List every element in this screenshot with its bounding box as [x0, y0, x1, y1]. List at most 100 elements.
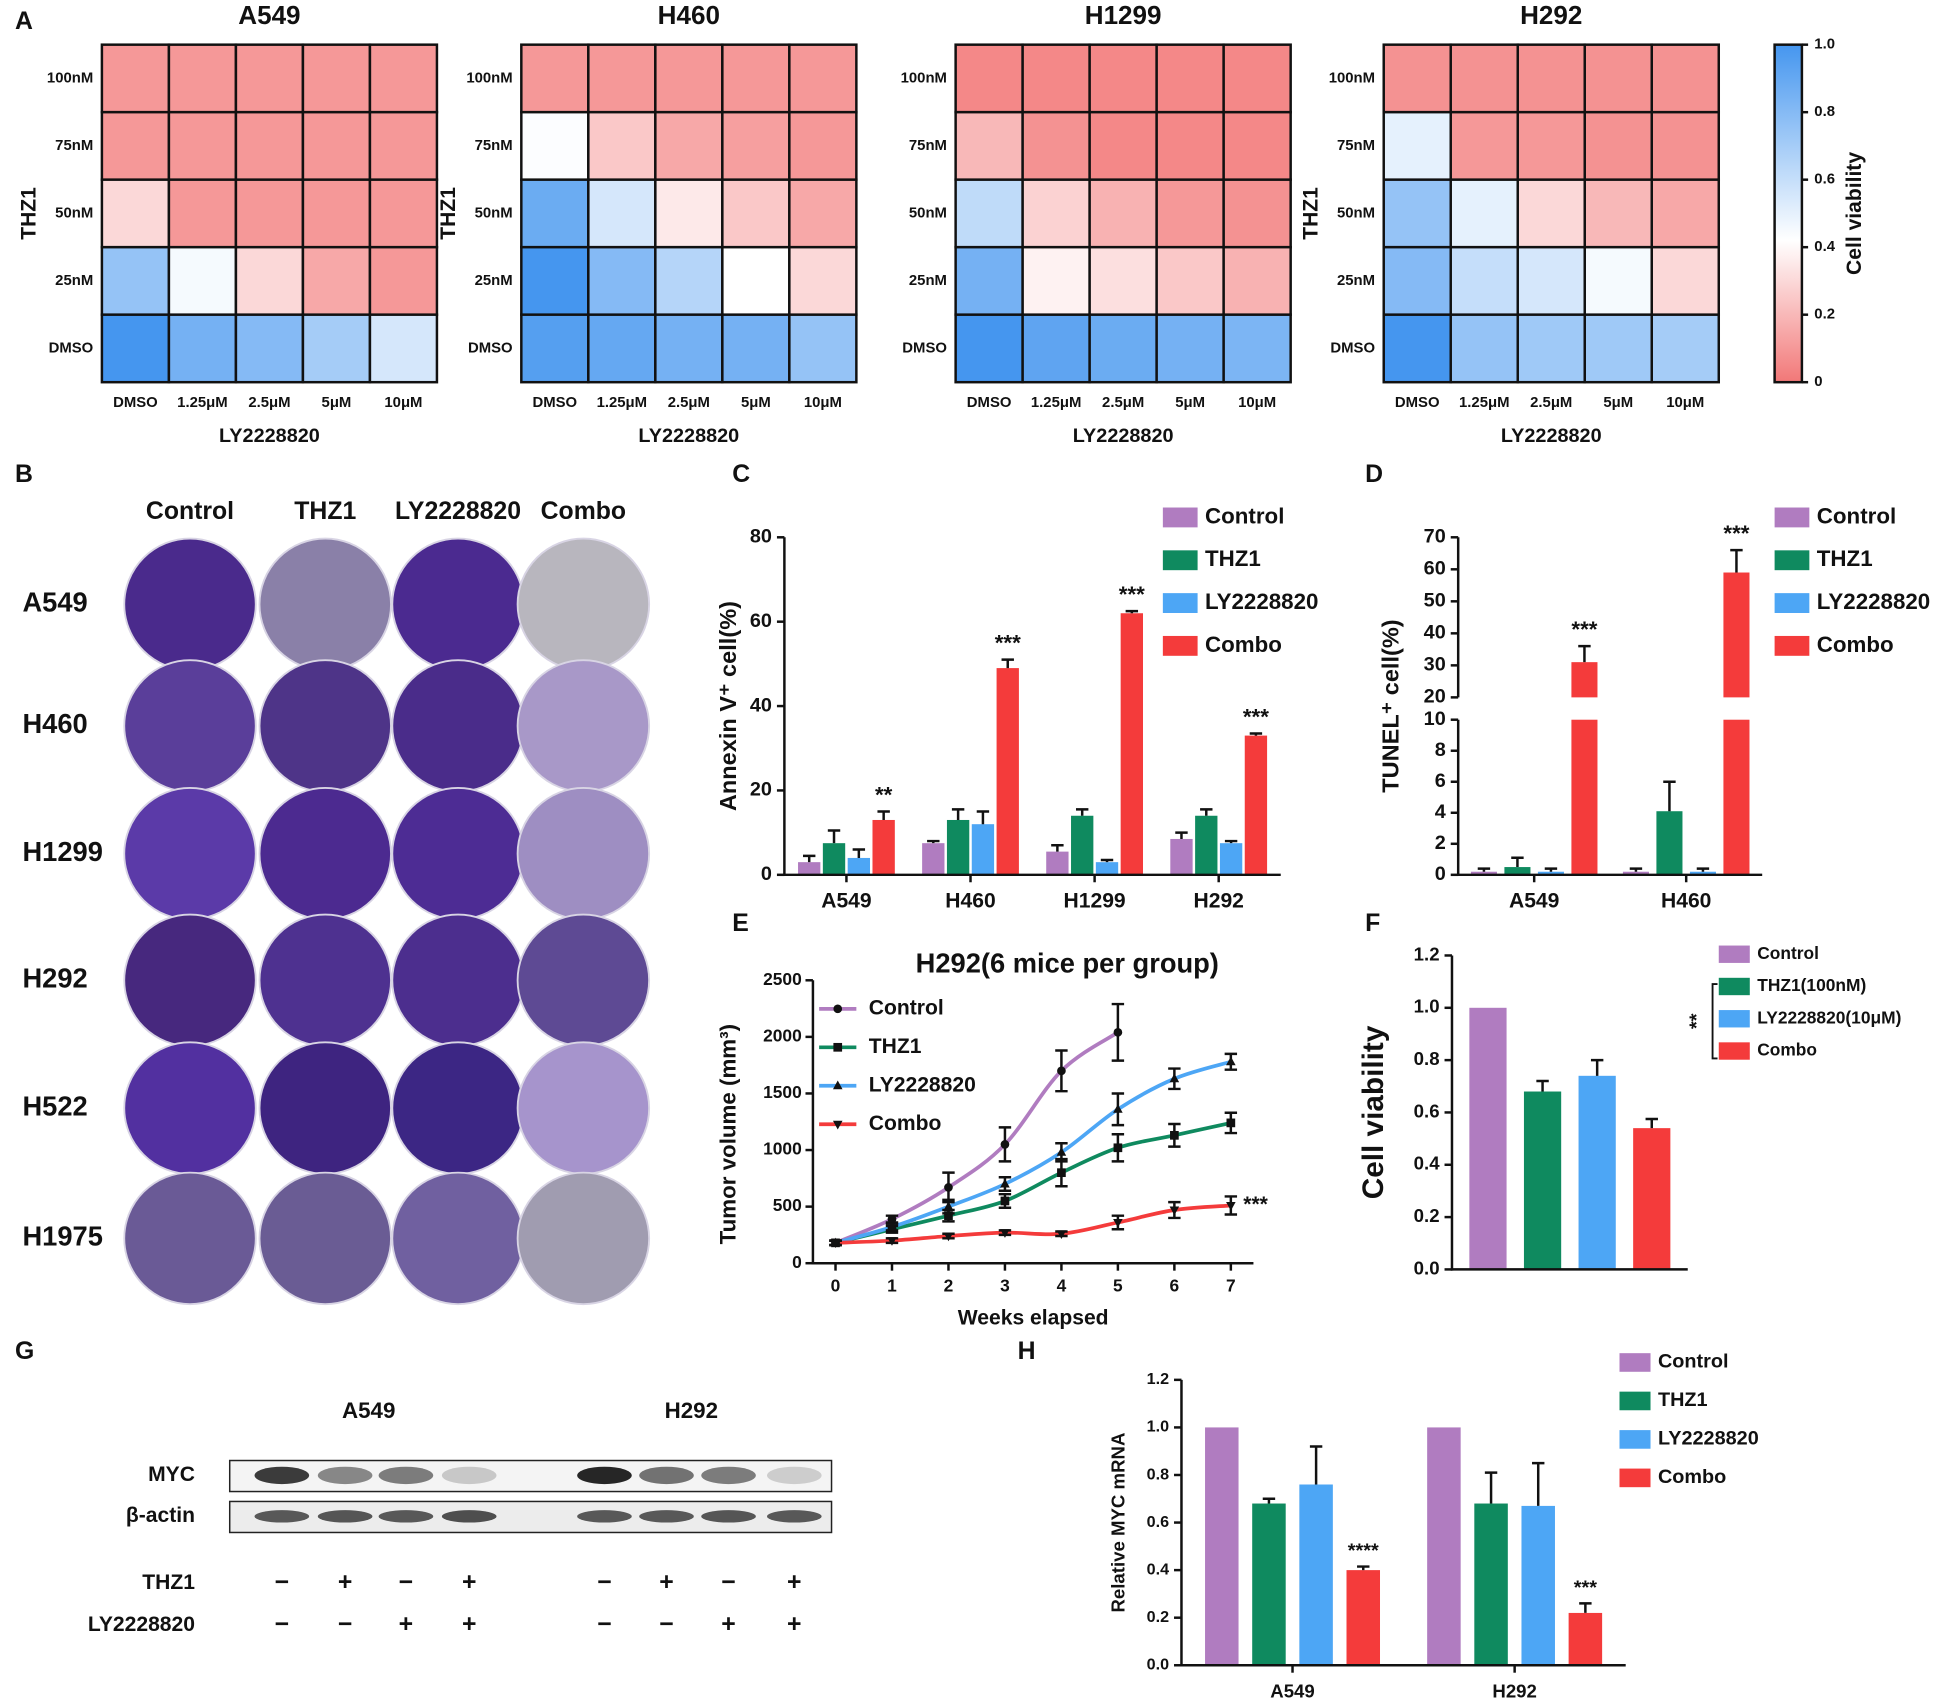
heatmap-cell	[1222, 313, 1292, 384]
plate-column-label: THZ1	[294, 498, 356, 525]
y-tick-label: 0	[761, 863, 772, 885]
heatmap-cell	[788, 43, 858, 114]
heatmap-cell	[520, 245, 590, 316]
heatmap-cell	[1222, 178, 1292, 249]
colony-plate	[516, 1171, 651, 1306]
legend-label: Combo	[1757, 1040, 1817, 1060]
marker	[833, 1042, 843, 1052]
heatmap-cell	[1021, 313, 1091, 384]
y-tick-label: 20	[750, 779, 772, 801]
marker	[887, 1221, 897, 1231]
legend-swatch	[1619, 1391, 1651, 1411]
legend-swatch	[1619, 1468, 1651, 1488]
colony-plate	[391, 1171, 525, 1306]
error-bar	[1536, 1079, 1549, 1092]
column-label: 10μM	[384, 395, 422, 411]
row-label: 75nM	[909, 138, 947, 154]
heatmap-cell	[301, 245, 372, 316]
heatmap-cell	[520, 110, 590, 181]
heatmap-cell	[1021, 110, 1091, 181]
legend-label: LY2228820(10μM)	[1757, 1007, 1901, 1027]
error-bar	[927, 839, 940, 844]
legend-label: Control	[1205, 503, 1284, 528]
bar	[996, 668, 1019, 875]
colony-plate	[391, 659, 525, 793]
error-bar	[1051, 844, 1064, 852]
colorbar-label: Cell viability	[1843, 152, 1866, 275]
marker	[832, 1080, 843, 1090]
heatmap-cell	[100, 245, 171, 316]
marker	[832, 1120, 843, 1130]
legend-swatch	[1162, 635, 1198, 656]
row-label: DMSO	[902, 340, 947, 356]
bar	[1252, 1503, 1286, 1666]
error-bar	[1100, 858, 1114, 863]
legend-swatch	[1774, 635, 1810, 656]
bar	[1723, 572, 1750, 875]
error-bar	[1590, 1058, 1604, 1076]
marker	[1000, 1196, 1010, 1206]
error-bar	[1075, 808, 1089, 816]
colony-plate	[258, 913, 392, 1047]
error-bar	[1730, 548, 1743, 573]
marker	[1000, 1229, 1010, 1238]
row-label: 50nM	[55, 205, 93, 221]
blot-band	[577, 1466, 632, 1485]
heatmap-cell	[1650, 245, 1721, 316]
heatmap-cell	[1583, 245, 1653, 316]
legend-swatch	[1718, 945, 1750, 963]
y-tick-label: 0.4	[1147, 1560, 1169, 1578]
heatmap-cell	[234, 178, 305, 249]
heatmap-cell	[301, 178, 372, 249]
marker	[1226, 1118, 1236, 1128]
heatmap-cell	[167, 245, 238, 316]
x-tick-label: A549	[1509, 890, 1559, 913]
colony-plate	[258, 1041, 392, 1175]
heatmap-cell	[721, 178, 791, 249]
heatmap-cell	[721, 110, 791, 181]
heatmap-cell	[1382, 313, 1452, 384]
colony-plate	[123, 1041, 257, 1175]
marker	[1226, 1202, 1236, 1211]
marker	[944, 1183, 953, 1192]
blot-band	[577, 1510, 632, 1523]
heatmap-cell	[1021, 178, 1091, 249]
heatmap-cell	[587, 43, 657, 114]
y-axis-label: Relative MYC mRNA	[1107, 1433, 1128, 1613]
colony-plate	[516, 787, 651, 921]
error-bar	[1224, 839, 1238, 844]
legend-label: LY2228820	[1658, 1428, 1759, 1450]
colorbar-tick-label: 0.2	[1814, 307, 1835, 323]
bar	[1046, 851, 1069, 875]
y-tick-label: 0.8	[1147, 1465, 1169, 1483]
y-tick-label: 80	[750, 526, 772, 548]
heatmap-cell	[954, 43, 1024, 114]
colony-plate	[123, 537, 257, 672]
row-label: 50nM	[909, 205, 947, 221]
error-bar	[1629, 867, 1643, 872]
heatmap-cell	[1516, 245, 1586, 316]
colony-plate	[391, 913, 525, 1047]
treatment-label: THZ1	[142, 1571, 195, 1594]
protein-label: MYC	[148, 1463, 195, 1486]
significance: **	[875, 783, 893, 808]
x-axis-label: LY2228820	[1501, 425, 1602, 447]
bar	[1427, 1427, 1461, 1666]
row-label: 25nM	[909, 273, 947, 289]
marker	[830, 1239, 841, 1249]
bar	[1244, 735, 1268, 875]
x-tick-label: 7	[1226, 1275, 1236, 1295]
error-bar	[1544, 867, 1558, 872]
y-tick-label: 1.0	[1414, 996, 1440, 1017]
error-bar	[877, 810, 890, 820]
legend-label: THZ1	[1658, 1389, 1708, 1411]
y-tick-label: 2500	[763, 969, 802, 989]
blot-band	[254, 1466, 310, 1485]
bar	[1219, 843, 1243, 875]
colony-plate	[123, 1171, 257, 1306]
column-label: 1.25μM	[597, 395, 647, 411]
bar	[798, 862, 821, 875]
plate-row-label: H292	[22, 962, 87, 993]
bar	[1469, 1007, 1507, 1270]
column-label: 5μM	[1603, 395, 1633, 411]
